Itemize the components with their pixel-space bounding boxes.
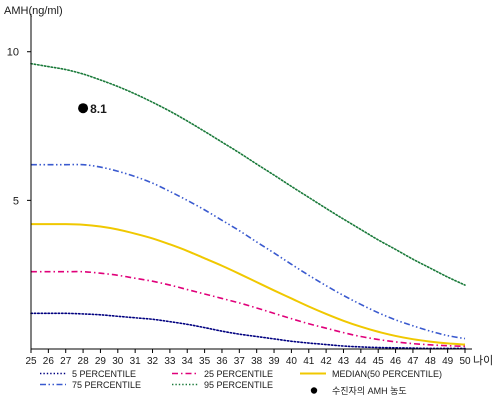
legend-label-median-50-percentile: MEDIAN(50 PERCENTILE): [332, 369, 442, 379]
x-tick-label: 50: [459, 356, 471, 367]
x-tick-label: 35: [199, 356, 211, 367]
x-tick-label: 38: [251, 356, 263, 367]
x-tick-label: 26: [43, 356, 55, 367]
legend-label-95-percentile: 95 PERCENTILE: [204, 380, 273, 390]
legend-marker-patient-amh: [310, 387, 318, 394]
y-axis-label: AMH(ng/ml): [4, 5, 63, 17]
x-tick-label: 31: [130, 356, 142, 367]
series-line-95-percentile: [30, 62, 466, 286]
legend-label-5-percentile: 5 PERCENTILE: [72, 369, 136, 379]
x-tick-label: 48: [425, 356, 437, 367]
x-tick-label: 46: [390, 356, 402, 367]
x-tick-label: 28: [78, 356, 90, 367]
x-tick-label: 30: [112, 356, 124, 367]
x-tick-label: 40: [286, 356, 298, 367]
x-tick-label: 36: [216, 356, 228, 367]
y-tick-label: 5: [13, 195, 19, 207]
x-tick-label: 45: [373, 356, 385, 367]
series-line-5-percentile: [30, 312, 466, 350]
x-tick-label: 41: [303, 356, 315, 367]
x-tick-label: 39: [268, 356, 280, 367]
legend-label-75-percentile: 75 PERCENTILE: [72, 380, 141, 390]
x-tick-label: 29: [95, 356, 107, 367]
series-line-median-50-percentile: [31, 223, 466, 346]
x-tick-label: 44: [355, 356, 367, 367]
x-tick-label: 32: [147, 356, 159, 367]
series-line-25-percentile: [30, 270, 466, 348]
x-tick-label: 33: [164, 356, 176, 367]
x-tick-label: 49: [442, 356, 454, 367]
patient-amh-point: [78, 103, 89, 114]
x-tick-label: 42: [321, 356, 333, 367]
x-tick-label: 25: [25, 356, 37, 367]
legend-label-patient-amh: 수진자의 AMH 농도: [332, 386, 407, 396]
patient-amh-value-label: 8.1: [90, 102, 107, 116]
x-axis-label: 나이: [473, 354, 493, 367]
x-tick-label: 43: [338, 356, 350, 367]
y-tick-label: 10: [7, 47, 19, 59]
x-tick-label: 37: [234, 356, 246, 367]
x-tick-label: 47: [407, 356, 419, 367]
series-line-75-percentile: [30, 163, 466, 340]
legend-label-25-percentile: 25 PERCENTILE: [204, 369, 273, 379]
x-tick-label: 27: [60, 356, 72, 367]
x-tick-label: 34: [182, 356, 194, 367]
